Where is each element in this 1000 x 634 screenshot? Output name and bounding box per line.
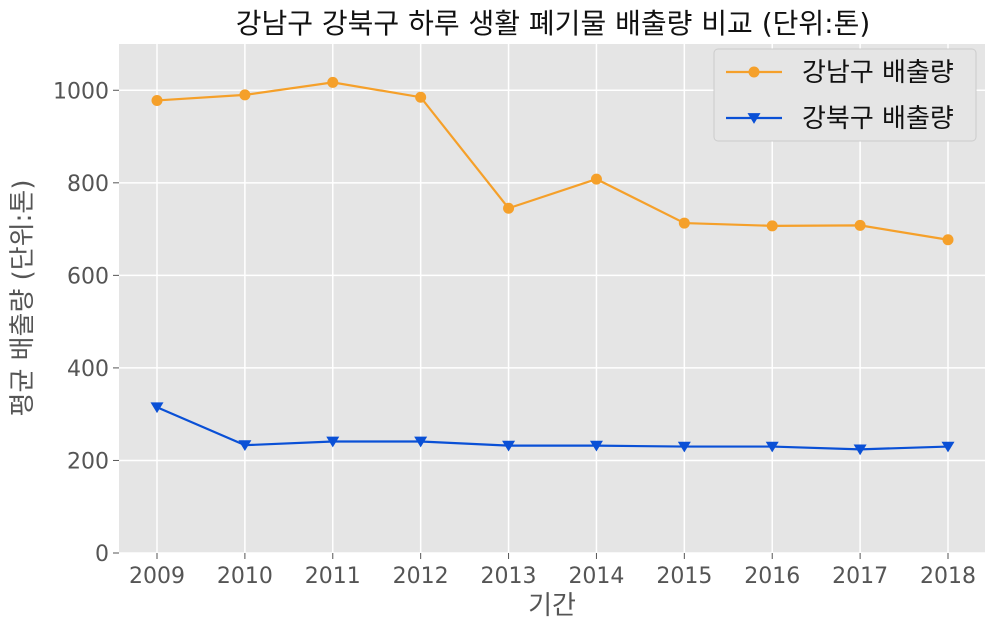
data-point-2: [414, 436, 428, 448]
data-point-2: [238, 440, 252, 452]
data-point-1: [678, 217, 690, 229]
series-line-2: [156, 406, 949, 451]
data-point-1: [942, 234, 954, 246]
data-point-1: [151, 94, 163, 106]
series-layer: [150, 76, 955, 456]
data-point-1: [766, 220, 778, 232]
data-point-2: [853, 444, 867, 456]
y-tick-label: 1000: [53, 79, 109, 104]
data-point-2: [677, 441, 691, 453]
data-point-2: [941, 441, 955, 453]
x-tick-label: 2018: [920, 564, 976, 589]
data-point-2: [502, 440, 516, 452]
legend-label-1: 강남구 배출량: [802, 58, 954, 88]
y-tick-label: 800: [67, 172, 109, 197]
x-tick-label: 2013: [481, 564, 537, 589]
y-tick-label: 400: [67, 357, 109, 382]
chart-title: 강남구 강북구 하루 생활 폐기물 배출량 비교 (단위:톤): [236, 7, 871, 40]
y-tick-label: 600: [67, 264, 109, 289]
data-point-2: [765, 441, 779, 453]
x-tick-label: 2014: [568, 564, 624, 589]
y-tick-label: 0: [95, 542, 109, 567]
legend-marker-2: [747, 113, 761, 124]
data-point-2: [150, 402, 164, 414]
grid: [119, 44, 985, 554]
y-tick-label: 200: [67, 449, 109, 474]
x-tick-label: 2011: [305, 564, 361, 589]
data-point-1: [415, 91, 427, 103]
legend-label-2: 강북구 배출량: [802, 104, 954, 134]
series-line-1: [156, 81, 949, 241]
x-tick-label: 2010: [217, 564, 273, 589]
axes: 0 200 400 600 800 1000 2009 2010 2011 2012 2013 201…: [53, 79, 976, 589]
y-axis-label: 평균 배출량 (단위:톤): [8, 180, 38, 417]
data-point-1: [327, 76, 339, 88]
legend-marker-1: [748, 66, 760, 78]
data-point-1: [854, 219, 866, 231]
data-point-2: [589, 440, 603, 452]
data-point-2: [326, 436, 340, 448]
data-point-1: [503, 202, 515, 214]
x-tick-label: 2009: [129, 564, 185, 589]
data-point-1: [239, 89, 251, 101]
x-tick-label: 2016: [744, 564, 800, 589]
x-tick-label: 2015: [656, 564, 712, 589]
data-point-1: [590, 173, 602, 185]
x-axis-label: 기간: [528, 591, 576, 621]
x-tick-label: 2017: [832, 564, 888, 589]
x-tick-label: 2012: [393, 564, 449, 589]
